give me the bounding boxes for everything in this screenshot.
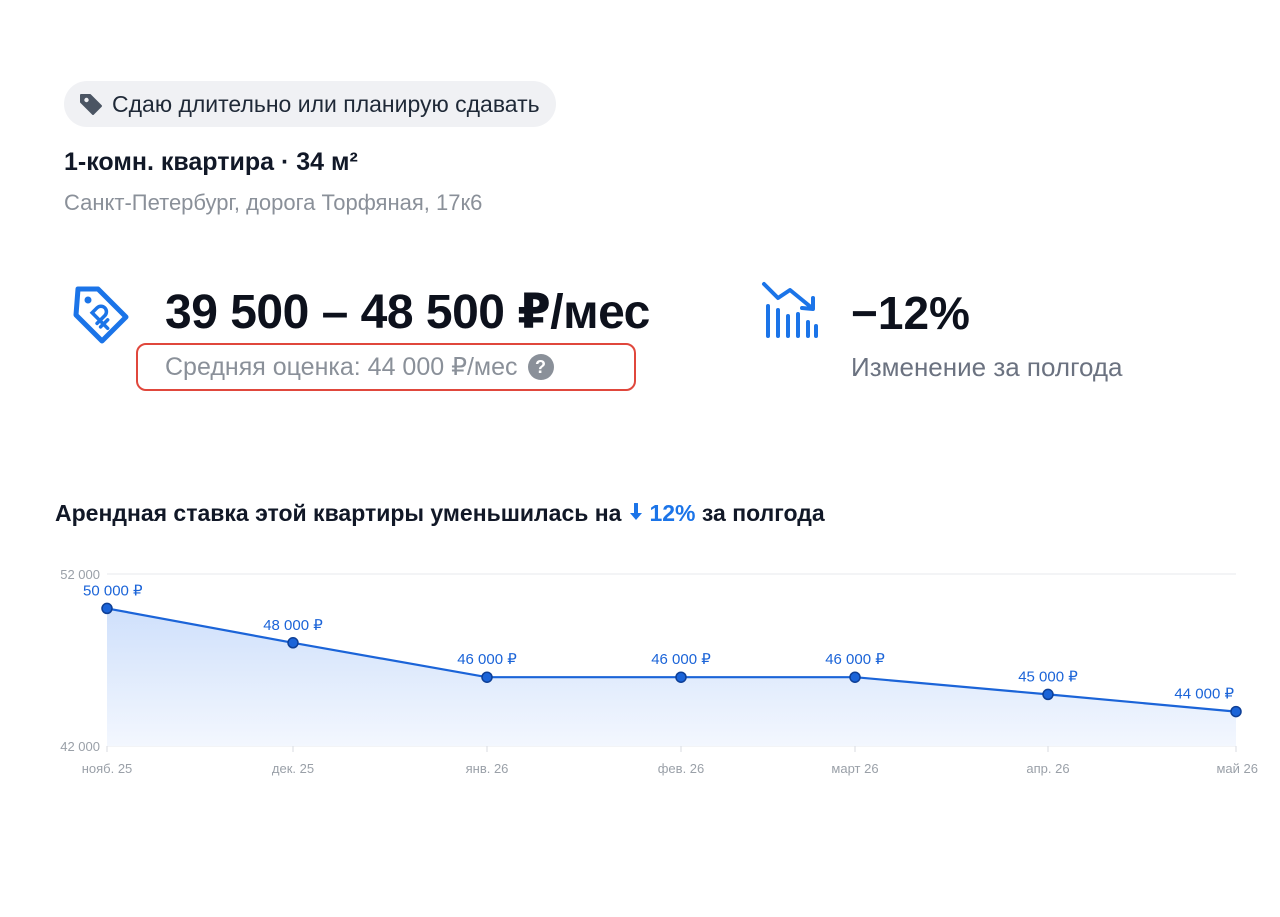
flat-title: 1-комн. квартира · 34 м² [64,148,358,176]
data-point [1230,705,1242,718]
rental-status-label: Сдаю длительно или планирую сдавать [112,90,540,117]
rent-price-range: 39 500 – 48 500 ₽/мес [165,286,650,339]
data-label: 48 000 ₽ [263,617,323,634]
tag-icon [78,91,104,117]
data-point [675,671,687,683]
data-point [1042,688,1054,701]
declining-chart-icon [760,278,822,345]
question-icon[interactable]: ? [527,354,554,380]
data-label: 46 000 ₽ [825,651,885,668]
data-label: 46 000 ₽ [457,651,517,668]
rental-status-chip[interactable]: Сдаю длительно или планирую сдавать [64,81,556,127]
average-estimate-highlight [136,343,636,391]
data-label: 45 000 ₽ [1018,668,1078,685]
y-tick-label: 52 000 [60,567,100,582]
average-estimate-text: Средняя оценка: 44 000 ₽/мес [165,353,518,381]
data-label: 50 000 ₽ [83,582,143,599]
average-estimate: Средняя оценка: 44 000 ₽/мес ? [165,352,554,382]
rent-history-chart: 52 000 42 000 50 000 ₽ нояб. 25 48 000 ₽ дек.… [60,567,1258,776]
chart-heading: Арендная ставка этой квартиры уменьшилас… [55,500,825,527]
x-tick-label: март 26 [831,761,878,776]
flat-address: Санкт-Петербург, дорога Торфяная, 17к6 [64,190,483,215]
y-tick-label: 42 000 [60,739,100,754]
data-label: 44 000 ₽ [1174,686,1234,703]
chart-heading-percent: 12% [649,500,696,526]
data-label: 46 000 ₽ [651,651,711,668]
x-tick-label: дек. 25 [272,761,314,776]
price-tag-ruble-icon [70,283,132,354]
x-tick-label: янв. 26 [466,761,509,776]
chart-heading-text: Арендная ставка этой квартиры уменьшилас… [55,500,622,526]
data-point [481,671,493,683]
data-point [849,671,861,683]
change-label: Изменение за полгода [851,352,1123,382]
data-point [101,602,113,615]
x-tick-label: апр. 26 [1026,761,1069,776]
chart-heading-suffix: за полгода [701,500,825,526]
x-tick-label: нояб. 25 [82,761,133,776]
arrow-down-icon [629,500,643,527]
x-tick-label: фев. 26 [658,761,705,776]
x-tick-label: май 26 [1216,761,1258,776]
change-value: −12% [851,287,970,339]
data-point [287,637,299,649]
